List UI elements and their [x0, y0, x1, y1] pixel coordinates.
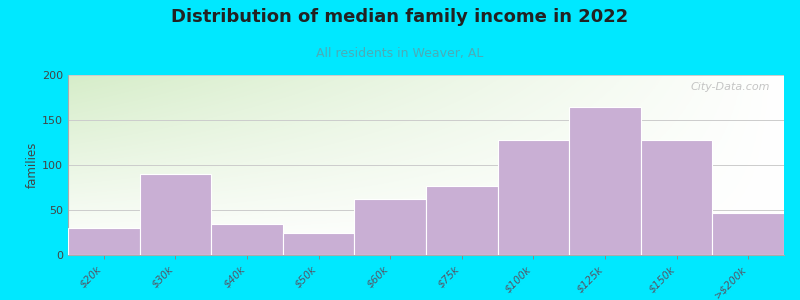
Bar	[713, 213, 784, 255]
Text: All residents in Weaver, AL: All residents in Weaver, AL	[316, 46, 484, 59]
Bar	[140, 174, 211, 255]
Bar	[354, 199, 426, 255]
Text: City-Data.com: City-Data.com	[690, 82, 770, 92]
Bar	[498, 140, 570, 255]
Y-axis label: families: families	[26, 142, 39, 188]
Bar	[211, 224, 283, 255]
Bar	[68, 228, 140, 255]
Bar	[641, 140, 713, 255]
Bar	[283, 232, 354, 255]
Bar	[570, 106, 641, 255]
Text: Distribution of median family income in 2022: Distribution of median family income in …	[171, 8, 629, 26]
Bar	[426, 186, 498, 255]
